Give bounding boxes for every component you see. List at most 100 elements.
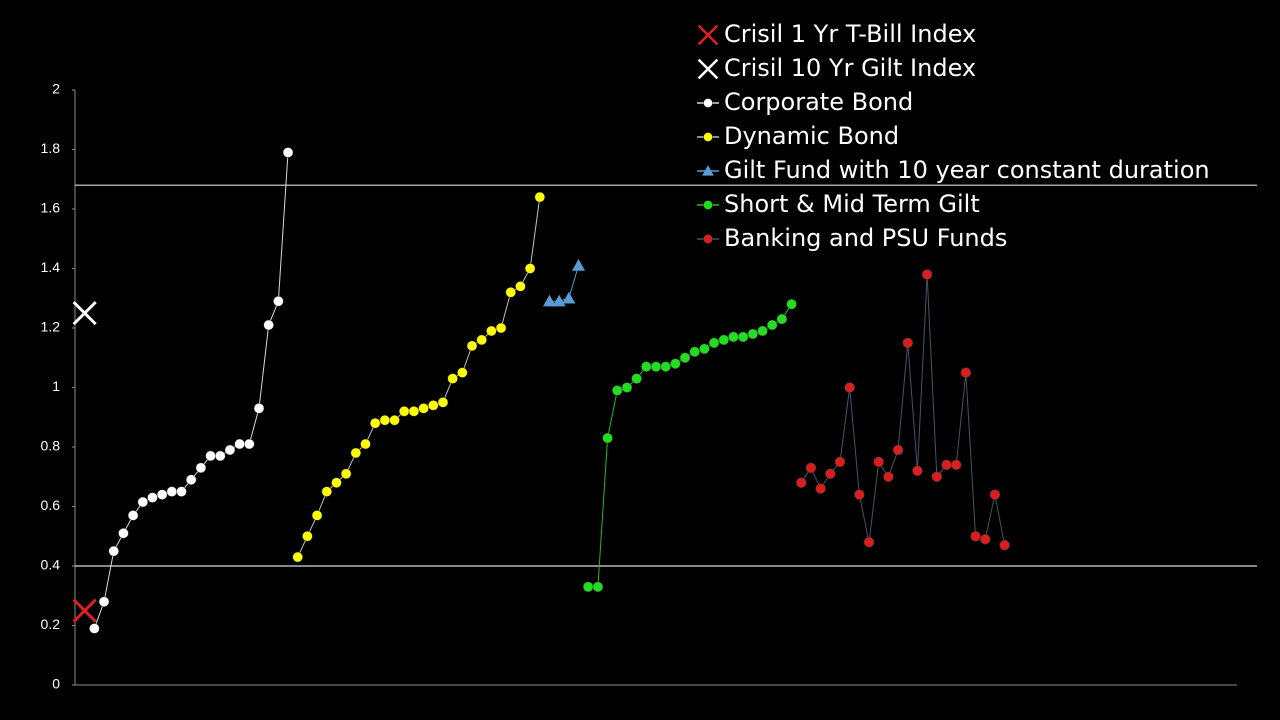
legend-marker xyxy=(703,234,713,244)
circle-marker xyxy=(979,533,991,545)
circle-marker xyxy=(805,462,817,474)
triangle-marker xyxy=(542,294,556,307)
circle-marker xyxy=(999,539,1010,551)
circle-marker xyxy=(98,596,110,607)
circle-marker xyxy=(834,456,846,468)
circle-marker xyxy=(476,334,487,346)
circle-marker xyxy=(224,444,236,456)
circle-marker xyxy=(863,536,875,548)
circle-marker xyxy=(321,486,333,497)
legend-marker xyxy=(697,24,719,46)
circle-marker xyxy=(234,438,245,450)
circle-marker xyxy=(970,531,981,542)
circle-marker xyxy=(437,397,449,408)
circle-marker xyxy=(185,474,197,485)
circle-marker xyxy=(815,483,826,494)
legend-label: Dynamic Bond xyxy=(724,122,899,150)
legend-label: Gilt Fund with 10 year constant duration xyxy=(724,156,1210,184)
x-marker xyxy=(72,598,97,623)
circle-marker xyxy=(854,489,865,500)
series-line xyxy=(800,274,1006,546)
circle-marker xyxy=(766,319,778,331)
circle-marker xyxy=(398,406,410,417)
circle-marker xyxy=(892,444,904,456)
circle-marker xyxy=(457,367,468,378)
circle-marker xyxy=(844,382,855,393)
y-tick-label: 0 xyxy=(52,676,60,692)
legend-marker xyxy=(702,165,714,176)
circle-marker xyxy=(108,545,119,557)
circle-marker xyxy=(873,456,884,468)
y-tick-label: 0.6 xyxy=(41,497,61,513)
circle-marker xyxy=(127,510,139,521)
circle-marker xyxy=(495,322,507,334)
circle-marker xyxy=(737,331,749,343)
circle-marker xyxy=(515,281,526,292)
y-tick-label: 1 xyxy=(52,378,60,394)
circle-marker xyxy=(176,486,187,497)
circle-marker xyxy=(447,373,458,384)
legend-marker xyxy=(703,200,713,210)
circle-marker xyxy=(718,334,730,346)
circle-marker xyxy=(118,528,129,539)
circle-marker xyxy=(282,147,294,158)
x-marker xyxy=(72,301,97,326)
circle-marker xyxy=(699,343,710,355)
x-stroke xyxy=(697,24,719,46)
circle-marker xyxy=(147,492,158,503)
circle-marker xyxy=(205,450,216,462)
circle-marker xyxy=(331,477,342,488)
circle-marker xyxy=(369,417,381,429)
circle-marker xyxy=(486,325,497,337)
series-line xyxy=(588,303,792,588)
circle-marker xyxy=(389,414,400,426)
circle-marker xyxy=(311,510,323,521)
y-tick-label: 1.6 xyxy=(41,200,61,216)
y-tick-label: 1.4 xyxy=(41,259,61,275)
legend-label: Banking and PSU Funds xyxy=(724,224,1007,252)
circle-marker xyxy=(273,295,284,307)
circle-marker xyxy=(612,385,623,396)
circle-marker xyxy=(89,623,100,634)
legend-marker xyxy=(697,58,719,80)
circle-marker xyxy=(360,438,371,450)
circle-marker xyxy=(902,337,914,349)
circle-marker xyxy=(582,581,594,593)
circle-marker xyxy=(592,581,604,593)
y-tick-label: 0.8 xyxy=(41,438,61,454)
legend-marker xyxy=(703,98,713,108)
circle-marker xyxy=(757,325,768,337)
circle-marker xyxy=(418,403,429,414)
circle-marker xyxy=(786,298,797,310)
circle-marker xyxy=(428,400,439,411)
circle-marker xyxy=(883,471,894,482)
circle-marker xyxy=(747,328,759,340)
legend-label: Short & Mid Term Gilt xyxy=(724,190,980,218)
circle-marker xyxy=(941,459,952,471)
circle-marker xyxy=(660,361,671,372)
circle-marker xyxy=(708,337,720,349)
circle-marker xyxy=(166,486,178,497)
circle-marker xyxy=(137,496,149,508)
circle-marker xyxy=(728,331,739,343)
circle-marker xyxy=(641,361,652,372)
y-tick-label: 0.4 xyxy=(41,557,61,573)
circle-marker xyxy=(263,319,274,331)
circle-marker xyxy=(602,432,613,444)
x-stroke xyxy=(697,58,719,80)
series-line xyxy=(93,152,289,629)
circle-marker xyxy=(292,551,303,563)
circle-marker xyxy=(921,269,933,280)
circle-marker xyxy=(621,382,633,393)
legend-label: Crisil 1 Yr T-Bill Index xyxy=(724,20,976,48)
circle-marker xyxy=(796,477,807,488)
circle-marker xyxy=(408,406,420,417)
series-line xyxy=(549,265,580,302)
circle-marker xyxy=(931,471,943,482)
circle-marker xyxy=(534,191,546,203)
triangle-marker xyxy=(562,291,576,304)
triangle-marker xyxy=(572,259,586,271)
circle-marker xyxy=(244,438,255,450)
